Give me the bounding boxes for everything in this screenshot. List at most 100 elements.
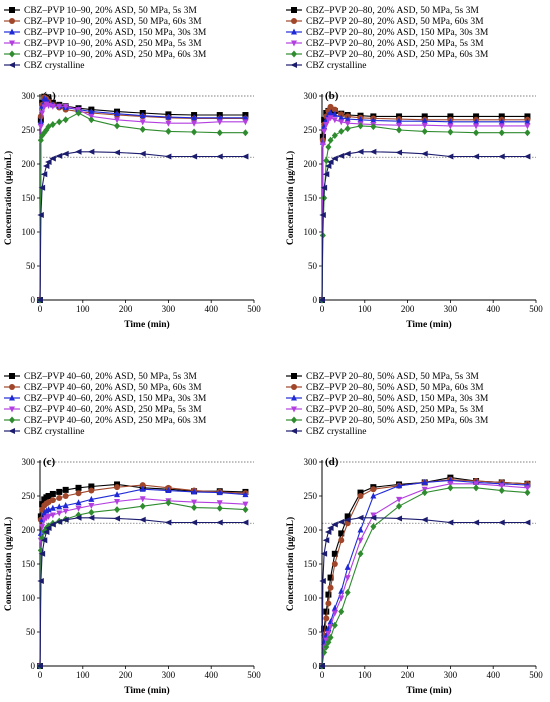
legend-entry: CBZ crystalline bbox=[24, 61, 84, 71]
series-line bbox=[321, 108, 528, 301]
data-point bbox=[139, 125, 146, 133]
legend-marker bbox=[291, 384, 297, 390]
data-point bbox=[139, 485, 146, 492]
data-point bbox=[447, 481, 454, 488]
y-tick-label: 150 bbox=[304, 193, 318, 203]
x-tick-label: 500 bbox=[529, 670, 543, 680]
y-tick-label: 300 bbox=[304, 457, 318, 467]
legend-entry: CBZ–PVP 20–80, 20% ASD, 50 MPa, 60s 3M bbox=[306, 17, 484, 27]
data-point bbox=[56, 503, 63, 510]
data-point bbox=[242, 506, 249, 514]
data-point bbox=[396, 122, 403, 129]
series-line bbox=[321, 117, 528, 301]
data-point bbox=[473, 113, 480, 120]
data-point bbox=[88, 487, 95, 494]
data-point bbox=[38, 550, 46, 557]
x-tick-label: 400 bbox=[486, 304, 500, 314]
data-point bbox=[370, 512, 377, 519]
y-tick-label: 150 bbox=[304, 559, 318, 569]
series-line bbox=[321, 477, 528, 667]
data-point bbox=[45, 493, 52, 499]
data-point bbox=[114, 491, 121, 498]
series-line bbox=[321, 487, 528, 667]
data-point bbox=[56, 495, 63, 502]
series-group bbox=[37, 485, 249, 669]
x-axis-title: Time (min) bbox=[124, 319, 169, 330]
legend-marker bbox=[9, 394, 15, 401]
legend-entry: CBZ–PVP 10–90, 20% ASD, 150 MPa, 30s 3M bbox=[24, 28, 207, 38]
data-point bbox=[191, 120, 198, 127]
series-group bbox=[37, 101, 249, 304]
x-tick-label: 300 bbox=[162, 670, 176, 680]
data-point bbox=[114, 484, 121, 491]
data-point bbox=[498, 153, 505, 160]
legend-entry: CBZ–PVP 20–80, 50% ASD, 50 MPa, 60s 3M bbox=[306, 383, 484, 393]
data-point bbox=[327, 584, 334, 591]
data-point bbox=[344, 563, 351, 570]
data-point bbox=[498, 519, 505, 526]
panel-label: (d) bbox=[325, 456, 339, 468]
data-point bbox=[396, 482, 403, 489]
data-point bbox=[191, 114, 198, 121]
x-tick-label: 100 bbox=[76, 670, 90, 680]
legend-marker bbox=[291, 7, 297, 13]
data-point bbox=[344, 589, 351, 597]
legend-entry: CBZ crystalline bbox=[306, 427, 366, 437]
data-point bbox=[338, 119, 345, 126]
chart-svg: CBZ–PVP 40–60, 20% ASD, 50 MPa, 5s 3MCBZ… bbox=[3, 372, 261, 696]
data-point bbox=[49, 155, 56, 162]
data-point bbox=[37, 529, 44, 536]
data-point bbox=[370, 492, 377, 499]
data-point bbox=[87, 514, 95, 521]
legend-entry: CBZ–PVP 20–80, 50% ASD, 50 MPa, 5s 3M bbox=[306, 372, 479, 382]
data-point bbox=[396, 126, 403, 134]
data-point bbox=[62, 516, 69, 523]
y-tick-label: 250 bbox=[22, 125, 36, 135]
data-point bbox=[49, 521, 56, 528]
data-point bbox=[473, 118, 480, 125]
series-line bbox=[321, 106, 528, 301]
data-point bbox=[321, 116, 328, 123]
legend-entry: CBZ–PVP 20–80, 20% ASD, 250 MPa, 60s 3M bbox=[306, 50, 489, 60]
data-point bbox=[498, 129, 505, 137]
x-tick-label: 300 bbox=[162, 304, 176, 314]
data-point bbox=[327, 574, 334, 581]
legend-entry: CBZ–PVP 20–80, 50% ASD, 150 MPa, 30s 3M bbox=[306, 394, 489, 404]
series-group bbox=[319, 481, 531, 670]
data-point bbox=[191, 128, 198, 136]
x-tick-label: 500 bbox=[247, 304, 261, 314]
data-point bbox=[421, 478, 428, 485]
data-point bbox=[323, 122, 330, 129]
data-point bbox=[216, 500, 223, 507]
data-point bbox=[325, 630, 332, 637]
y-tick-label: 100 bbox=[22, 593, 36, 603]
legend-marker bbox=[290, 428, 297, 434]
data-point bbox=[357, 489, 364, 496]
data-point bbox=[325, 600, 332, 607]
series-line bbox=[39, 483, 246, 667]
data-point bbox=[370, 116, 377, 123]
legend-marker bbox=[8, 428, 15, 434]
legend: CBZ–PVP 20–80, 50% ASD, 50 MPa, 5s 3MCBZ… bbox=[286, 372, 489, 437]
data-point bbox=[357, 550, 364, 558]
legend-entry: CBZ–PVP 40–60, 20% ASD, 50 MPa, 60s 3M bbox=[24, 383, 202, 393]
data-point bbox=[357, 493, 364, 499]
data-point bbox=[338, 530, 345, 537]
data-point bbox=[338, 537, 345, 544]
data-point bbox=[216, 153, 223, 160]
data-point bbox=[498, 123, 505, 130]
data-point bbox=[447, 113, 454, 120]
x-tick-label: 300 bbox=[444, 670, 458, 680]
panel-label: (b) bbox=[325, 90, 339, 102]
data-point bbox=[357, 514, 364, 521]
data-point bbox=[62, 486, 69, 493]
y-tick-label: 100 bbox=[304, 227, 318, 237]
x-tick-label: 100 bbox=[358, 670, 372, 680]
legend-entry: CBZ–PVP 40–60, 20% ASD, 250 MPa, 60s 3M bbox=[24, 416, 207, 426]
data-point bbox=[498, 483, 505, 490]
data-point bbox=[62, 103, 69, 110]
legend-entry: CBZ–PVP 10–90, 20% ASD, 50 MPa, 60s 3M bbox=[24, 17, 202, 27]
data-point bbox=[165, 487, 172, 494]
data-point bbox=[38, 184, 46, 191]
data-point bbox=[88, 495, 95, 502]
